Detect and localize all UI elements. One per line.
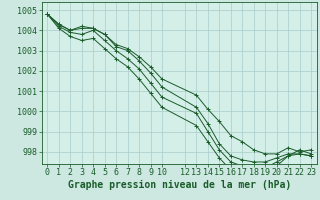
X-axis label: Graphe pression niveau de la mer (hPa): Graphe pression niveau de la mer (hPa) <box>68 180 291 190</box>
